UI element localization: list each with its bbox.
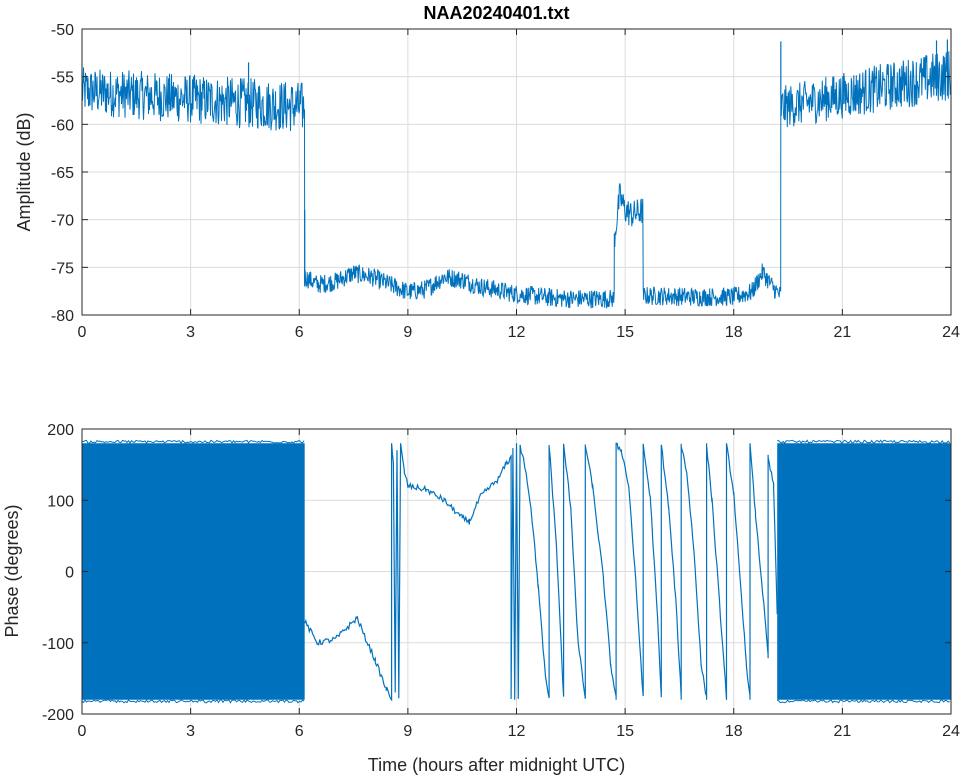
- phase-series: [81, 439, 951, 704]
- amplitude-x-tick-label: 9: [403, 324, 412, 341]
- phase-y-tick-label: -200: [42, 707, 74, 724]
- amplitude-x-tick-label: 21: [833, 324, 851, 341]
- amplitude-y-tick-label: -70: [51, 213, 74, 230]
- amplitude-y-tick-label: -55: [51, 70, 74, 87]
- amplitude-x-tick-label: 12: [508, 324, 526, 341]
- phase-noise-band: [777, 443, 951, 700]
- phase-y-tick-label: 200: [47, 422, 74, 439]
- x-axis-label: Time (hours after midnight UTC): [368, 755, 625, 775]
- amplitude-x-tick-label: 3: [186, 324, 195, 341]
- phase-band-bottom-edge: [776, 698, 950, 704]
- phase-x-tick-label: 6: [295, 723, 304, 740]
- amplitude-panel: 0 3 6 9 12 15 18 21 24 -50 -55 -60 -65 -70 -75 -80 NAA2…: [14, 3, 960, 341]
- phase-x-tick-label: 21: [833, 723, 851, 740]
- phase-y-tick-label: -100: [42, 636, 74, 653]
- amplitude-y-tick-label: -75: [51, 260, 74, 277]
- amplitude-series: [81, 39, 952, 309]
- amplitude-y-axis-label: Amplitude (dB): [14, 112, 34, 231]
- phase-y-tick-label: 0: [65, 565, 74, 582]
- phase-line: [304, 442, 778, 702]
- phase-x-tick-label: 18: [725, 723, 743, 740]
- amplitude-x-tick-label: 0: [78, 324, 87, 341]
- phase-x-tick-label: 0: [78, 723, 87, 740]
- amplitude-x-tick-label: 15: [616, 324, 634, 341]
- amplitude-line: [81, 51, 952, 309]
- phase-y-axis-label: Phase (degrees): [2, 504, 22, 637]
- amplitude-x-tick-label: 18: [725, 324, 743, 341]
- phase-band-top-edge: [81, 439, 305, 445]
- phase-panel: 0 3 6 9 12 15 18 21 24 200 100 0 -100 -200 Phase (deg…: [2, 422, 960, 775]
- amplitude-y-tick-label: -50: [51, 22, 74, 39]
- amplitude-y-tick-label: -65: [51, 165, 74, 182]
- phase-x-tick-label: 15: [616, 723, 634, 740]
- chart-title: NAA20240401.txt: [423, 3, 569, 23]
- phase-y-tick-label: 100: [47, 493, 74, 510]
- phase-band-bottom-edge: [81, 698, 305, 704]
- phase-x-tick-label: 12: [508, 723, 526, 740]
- amplitude-x-tick-label: 24: [942, 324, 960, 341]
- phase-ticks: 0 3 6 9 12 15 18 21 24 200 100 0 -100 -200: [42, 422, 960, 740]
- amplitude-y-tick-label: -80: [51, 308, 74, 325]
- amplitude-x-tick-label: 6: [295, 324, 304, 341]
- phase-x-tick-label: 3: [186, 723, 195, 740]
- amplitude-ticks: 0 3 6 9 12 15 18 21 24 -50 -55 -60 -65 -70 -75 -80: [51, 22, 960, 341]
- phase-x-tick-label: 24: [942, 723, 960, 740]
- phase-band-top-edge: [777, 439, 951, 445]
- phase-x-tick-label: 9: [403, 723, 412, 740]
- phase-noise-band: [82, 443, 305, 700]
- amplitude-y-tick-label: -60: [51, 117, 74, 134]
